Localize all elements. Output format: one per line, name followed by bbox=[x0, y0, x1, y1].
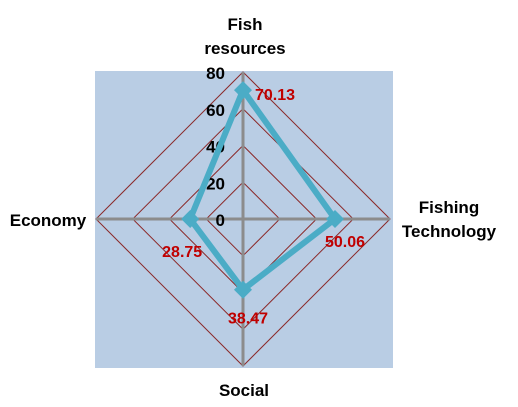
axis-title-line: Fish bbox=[228, 15, 263, 34]
data-label-economy: 28.75 bbox=[162, 244, 202, 261]
axis-title-line: Fishing bbox=[419, 198, 479, 217]
data-point-fishing_technology bbox=[325, 210, 344, 228]
axis-title-fishing_technology: Fishing Technology bbox=[402, 198, 497, 241]
data-label-social: 38.47 bbox=[228, 311, 268, 328]
data-point-economy bbox=[181, 210, 200, 228]
data-label-fish_resources: 70.13 bbox=[255, 87, 295, 104]
axis-title-line: Technology bbox=[402, 222, 497, 241]
axis-title-line: Social bbox=[219, 381, 269, 400]
data-point-social bbox=[234, 280, 252, 299]
axis-title-economy: Economy bbox=[10, 211, 87, 230]
tick-label-20: 20 bbox=[206, 174, 225, 193]
data-label-fishing_technology: 50.06 bbox=[325, 234, 365, 251]
axis-title-line: Economy bbox=[10, 211, 87, 230]
tick-label-80: 80 bbox=[206, 64, 225, 83]
tick-label-0: 0 bbox=[216, 211, 225, 230]
axis-title-fish_resources: Fish resources bbox=[204, 15, 285, 58]
axis-title-social: Social bbox=[219, 381, 269, 400]
data-point-fish_resources bbox=[234, 81, 252, 100]
axis-title-line: resources bbox=[204, 39, 285, 58]
tick-label-60: 60 bbox=[206, 101, 225, 120]
